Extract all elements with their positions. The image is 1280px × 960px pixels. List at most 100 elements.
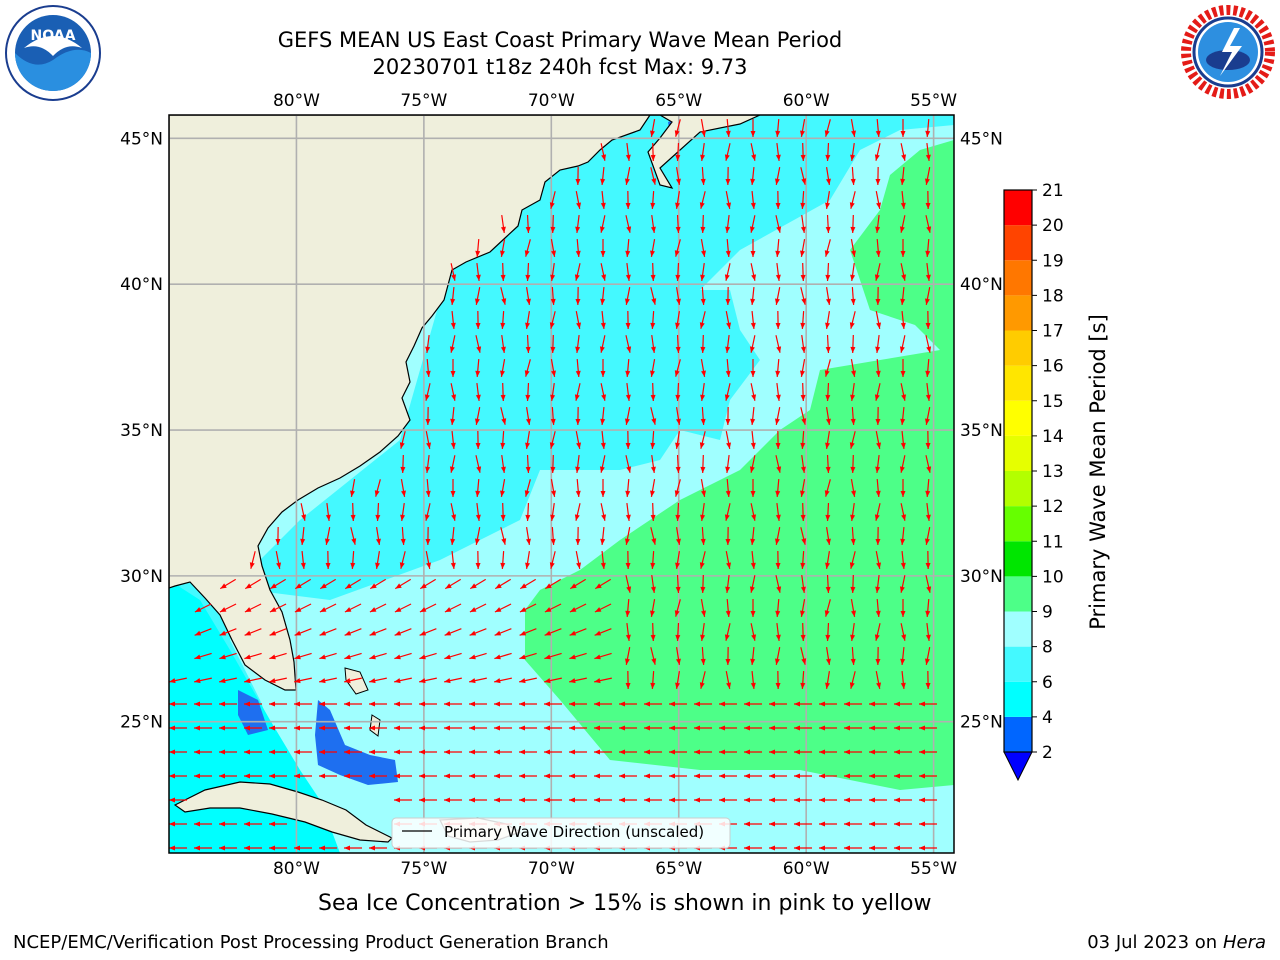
wave-direction-arrow xyxy=(525,382,531,402)
wave-direction-arrow xyxy=(594,578,612,590)
wave-direction-arrow xyxy=(919,725,937,731)
wave-direction-arrow xyxy=(569,773,587,779)
wave-direction-arrow xyxy=(400,454,406,474)
wave-direction-arrow xyxy=(300,526,306,546)
wave-direction-arrow xyxy=(344,677,362,684)
wave-direction-arrow xyxy=(525,502,531,522)
wave-direction-arrow xyxy=(475,502,481,522)
wave-direction-arrow xyxy=(219,701,237,707)
lat-label-left: 35°N xyxy=(120,421,163,441)
wave-direction-arrow xyxy=(869,701,887,707)
wave-direction-arrow xyxy=(475,455,482,473)
wave-direction-arrow xyxy=(719,749,737,755)
wave-direction-arrow xyxy=(269,773,287,779)
colorbar-label: Primary Wave Mean Period [s] xyxy=(1086,314,1110,630)
wave-direction-arrow xyxy=(850,214,856,234)
wave-direction-arrow xyxy=(500,502,506,522)
wave-direction-arrow xyxy=(794,821,812,827)
wave-direction-arrow xyxy=(750,406,756,426)
wave-direction-arrow xyxy=(625,358,631,378)
wave-direction-arrow xyxy=(844,725,862,731)
wave-direction-arrow xyxy=(319,725,337,731)
wave-direction-arrow xyxy=(675,382,681,402)
wave-direction-arrow xyxy=(675,214,681,234)
wave-direction-arrow xyxy=(694,797,712,803)
wave-direction-arrow xyxy=(625,430,631,450)
wave-direction-arrow xyxy=(725,646,731,666)
wave-direction-arrow xyxy=(800,455,806,473)
wave-direction-arrow xyxy=(675,671,681,689)
wave-direction-arrow xyxy=(800,167,807,185)
wave-direction-arrow xyxy=(800,239,806,257)
wave-direction-arrow xyxy=(369,628,387,636)
wave-direction-arrow xyxy=(800,647,807,665)
wave-direction-arrow xyxy=(194,701,212,707)
colorbar-segment xyxy=(1004,330,1032,366)
wave-direction-arrow xyxy=(800,407,807,425)
wave-direction-arrow xyxy=(419,628,437,636)
wave-direction-arrow xyxy=(925,238,931,258)
colorbar-segment xyxy=(1004,471,1032,507)
wave-direction-arrow xyxy=(725,431,732,449)
wave-direction-arrow xyxy=(925,550,931,570)
wave-direction-arrow xyxy=(749,335,756,353)
wave-direction-arrow xyxy=(600,503,607,521)
wave-direction-arrow xyxy=(825,431,831,449)
wave-direction-arrow xyxy=(849,671,856,689)
wave-direction-arrow xyxy=(594,603,612,613)
wave-direction-arrow xyxy=(925,118,931,138)
wave-direction-arrow xyxy=(319,652,337,660)
wave-direction-arrow xyxy=(750,670,756,690)
wave-direction-arrow xyxy=(500,550,506,570)
wave-direction-arrow xyxy=(825,454,831,474)
colorbar-segment xyxy=(1004,716,1032,752)
wave-direction-arrow xyxy=(369,773,387,779)
wave-direction-arrow xyxy=(849,431,856,449)
wave-direction-arrow xyxy=(344,701,362,707)
wave-direction-arrow xyxy=(419,797,437,803)
wave-direction-arrow xyxy=(900,479,906,497)
wave-direction-arrow xyxy=(594,652,612,660)
wave-direction-arrow xyxy=(450,406,456,426)
wave-direction-arrow xyxy=(600,143,607,161)
wave-direction-arrow xyxy=(750,526,756,546)
wave-direction-arrow xyxy=(625,382,631,402)
wave-direction-arrow xyxy=(624,407,631,425)
wave-direction-arrow xyxy=(769,749,787,755)
wave-direction-arrow xyxy=(875,238,881,258)
colorbar-tick-label: 15 xyxy=(1042,392,1064,412)
wave-direction-arrow xyxy=(350,502,356,522)
title-line-2: 20230701 t18z 240h fcst Max: 9.73 xyxy=(372,55,748,79)
wave-direction-arrow xyxy=(794,701,812,707)
wave-direction-arrow xyxy=(644,773,662,779)
wave-direction-arrow xyxy=(475,262,481,282)
wave-direction-arrow xyxy=(444,578,462,590)
colorbar-tick-label: 11 xyxy=(1042,532,1064,552)
wave-direction-arrow xyxy=(275,551,282,569)
wave-direction-arrow xyxy=(425,334,431,354)
colorbar-tick-label: 4 xyxy=(1042,708,1053,728)
wave-direction-arrow xyxy=(650,167,657,185)
wave-direction-arrow xyxy=(925,215,932,233)
wave-direction-arrow xyxy=(344,628,362,636)
wave-direction-arrow xyxy=(725,526,731,546)
wave-direction-arrow xyxy=(925,455,932,473)
wave-direction-arrow xyxy=(244,603,262,613)
wave-direction-arrow xyxy=(750,263,757,281)
wave-direction-arrow xyxy=(650,142,656,162)
wave-direction-arrow xyxy=(344,725,362,731)
wave-direction-arrow xyxy=(725,454,731,474)
wave-direction-arrow xyxy=(375,502,381,522)
wave-direction-arrow xyxy=(725,166,731,186)
wave-direction-arrow xyxy=(744,797,762,803)
wave-direction-arrow xyxy=(494,603,512,613)
wave-direction-arrow xyxy=(775,335,782,353)
wave-direction-arrow xyxy=(750,286,756,306)
wave-direction-arrow xyxy=(219,725,237,731)
wave-direction-arrow xyxy=(794,749,812,755)
wave-direction-arrow xyxy=(575,551,582,569)
wave-direction-arrow xyxy=(725,238,731,258)
wave-direction-arrow xyxy=(525,551,531,569)
wave-direction-arrow xyxy=(469,578,487,590)
wave-direction-arrow xyxy=(425,358,431,378)
